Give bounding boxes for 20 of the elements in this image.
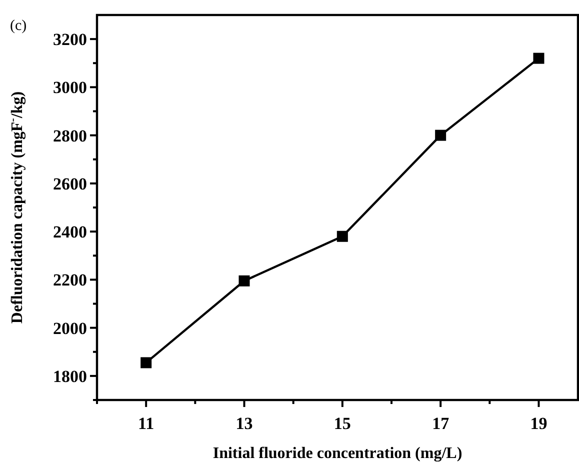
y-tick-label: 3200	[53, 30, 87, 50]
point	[336, 230, 348, 242]
y-tick-label: 2400	[53, 222, 87, 242]
x-tick-label: 11	[138, 414, 154, 433]
y-tick-label: 2200	[53, 270, 87, 290]
y-tick-label: 2600	[53, 174, 87, 194]
point	[238, 275, 250, 286]
x-tick-label: 17	[432, 414, 450, 433]
y-tick-label: 3000	[53, 78, 87, 98]
y-tick-label: 2800	[53, 126, 87, 146]
y-tick-label: 1800	[53, 366, 87, 386]
point	[140, 357, 152, 368]
x-axis-title: Initial fluoride concentration (mg/L)	[212, 445, 462, 462]
x-tick-label: 15	[334, 414, 351, 433]
y-tick-label: 2000	[53, 318, 87, 338]
point	[435, 130, 446, 141]
x-tick-label: 19	[530, 414, 548, 433]
point	[533, 52, 544, 64]
text: (c)	[10, 18, 27, 34]
x-tick-label: 13	[236, 414, 253, 433]
